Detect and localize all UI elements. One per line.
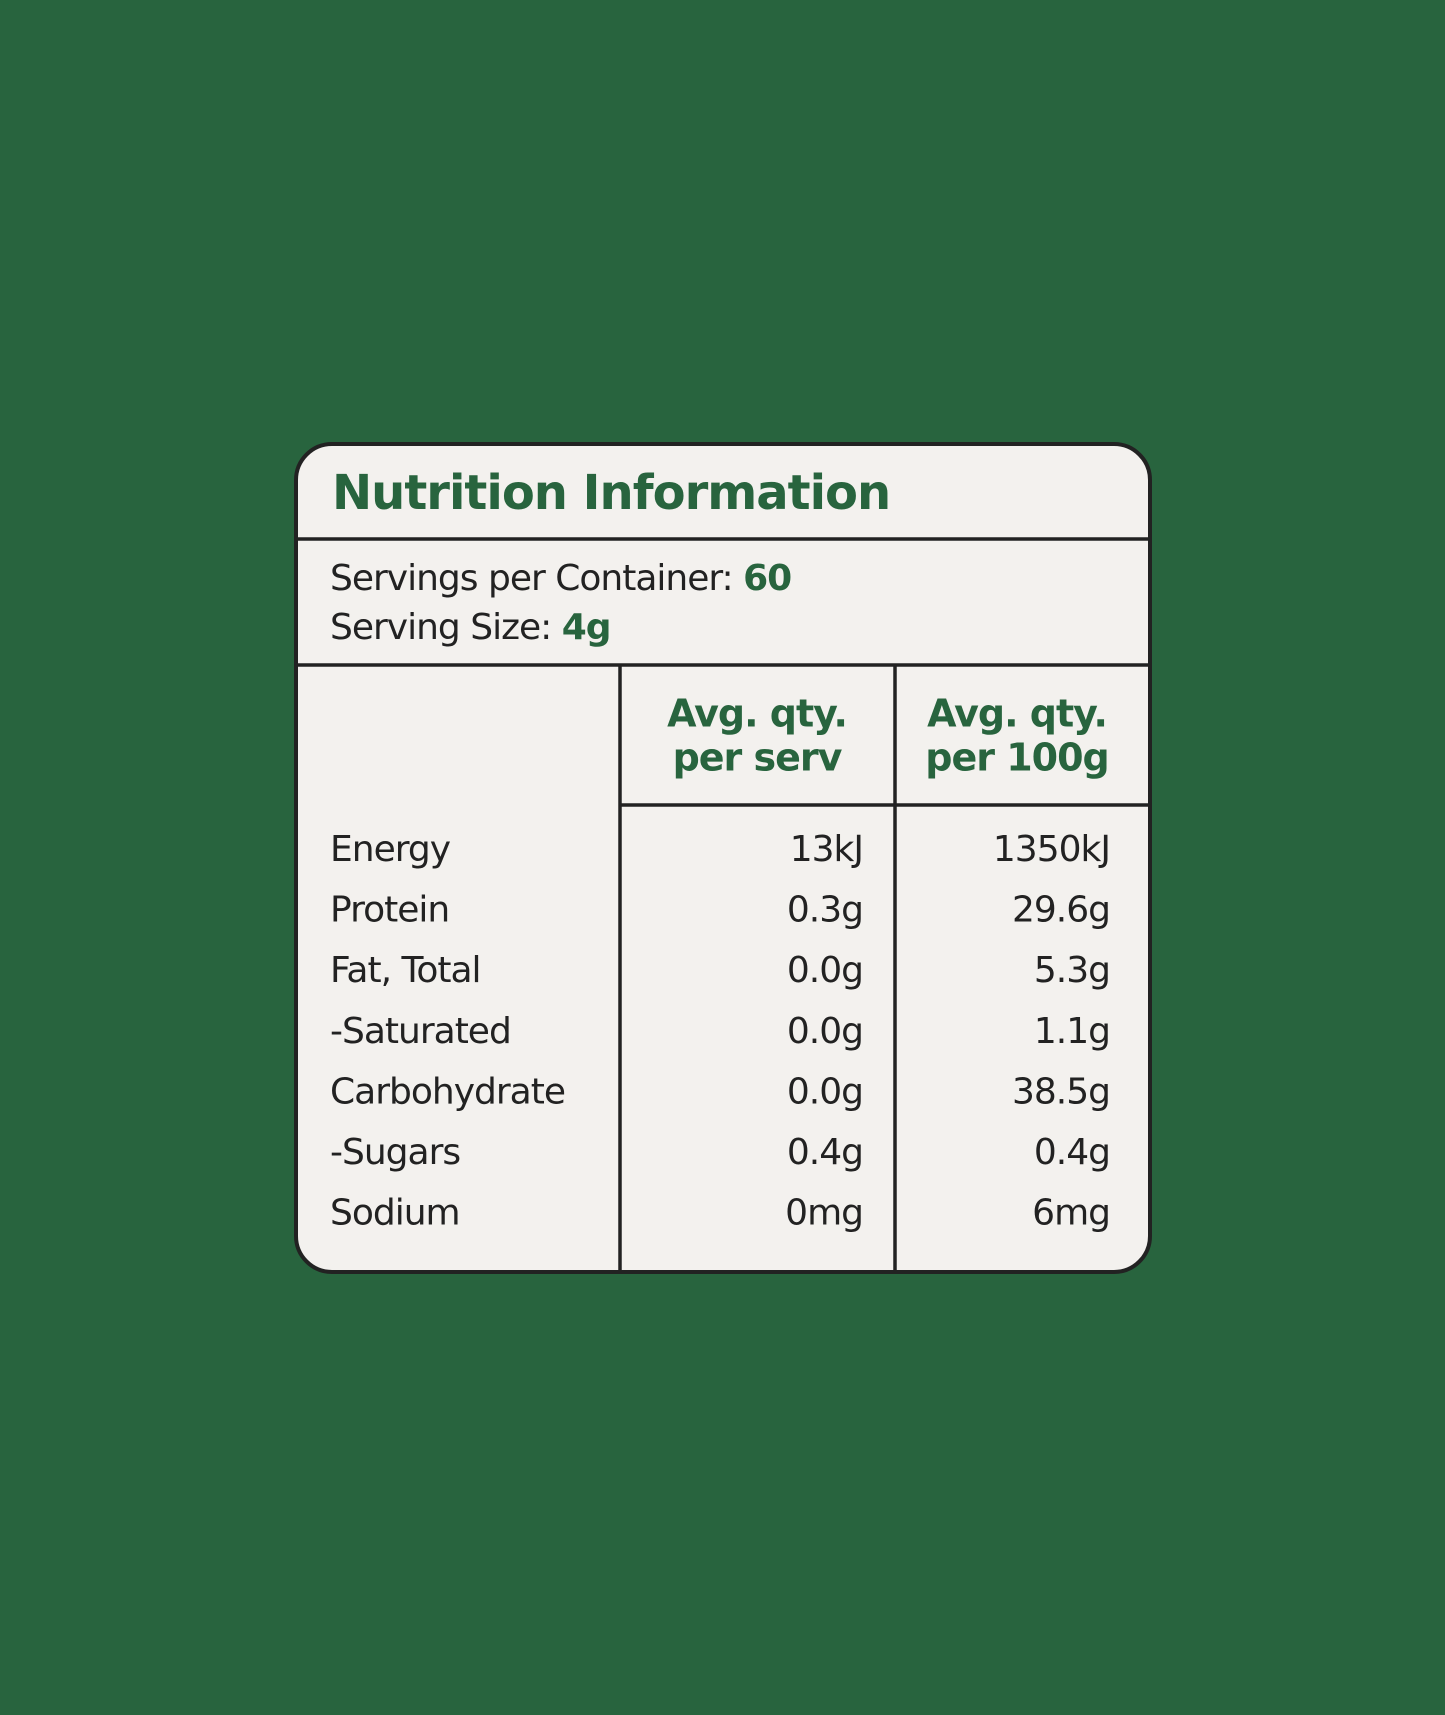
nutrient-value: 0.3g: [787, 890, 863, 931]
nutrient-name: -Saturated: [330, 1011, 511, 1052]
nutrient-name: Fat, Total: [330, 950, 481, 991]
nutrient-value: 0mg: [785, 1193, 863, 1234]
nutrient-name: Carbohydrate: [330, 1071, 565, 1112]
nutrient-value: 5.3g: [1034, 950, 1110, 991]
nutrient-value: 6mg: [1032, 1193, 1110, 1234]
servings-value: 60: [743, 558, 791, 599]
nutrient-value: 1.1g: [1034, 1011, 1110, 1052]
nutrient-value: 0.4g: [787, 1132, 863, 1173]
column-header: per serv: [673, 736, 843, 780]
nutrient-name: Protein: [330, 890, 449, 931]
nutrient-value: 38.5g: [1012, 1071, 1110, 1112]
nutrient-value: 0.0g: [787, 1011, 863, 1052]
title: Nutrition Information: [332, 465, 890, 521]
label-card: [294, 442, 1152, 1274]
column-header: Avg. qty.: [667, 692, 847, 736]
nutrient-name: Sodium: [330, 1193, 460, 1234]
nutrient-value: 13kJ: [790, 829, 863, 870]
nutrient-value: 29.6g: [1012, 890, 1110, 931]
servings-label: Servings per Container:: [330, 558, 733, 599]
column-header: Avg. qty.: [927, 692, 1107, 736]
nutrient-value: 0.0g: [787, 950, 863, 991]
serving-size: Serving Size: 4g: [330, 607, 611, 648]
nutrient-value: 0.4g: [1034, 1132, 1110, 1173]
serving-size-value: 4g: [562, 607, 611, 648]
nutrient-name: -Sugars: [330, 1132, 460, 1173]
servings: Servings per Container: 60: [330, 558, 791, 599]
nutrient-name: Energy: [330, 829, 451, 870]
nutrient-value: 0.0g: [787, 1071, 863, 1112]
nutrient-value: 1350kJ: [993, 829, 1110, 870]
serving-size-label: Serving Size:: [330, 607, 551, 648]
column-header: per 100g: [925, 736, 1108, 780]
